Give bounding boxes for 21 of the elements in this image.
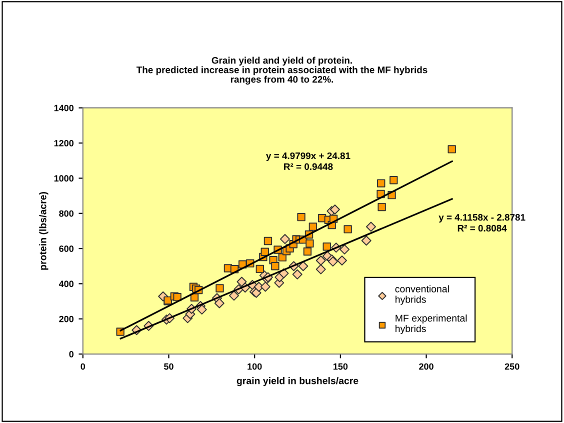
y-tick-label: 600 [59, 246, 74, 252]
x-tick-label: 250 [504, 363, 520, 370]
x-axis-title: grain yield in bushels/acre [236, 377, 358, 386]
legend-label: conventional hybrids [395, 285, 449, 305]
y-tick-label: 1400 [54, 104, 74, 112]
y-tick-label: 1200 [54, 140, 74, 146]
y-tick-label: 0 [69, 351, 74, 358]
x-tick-label: 200 [419, 363, 434, 370]
x-tick-label: 150 [333, 363, 348, 370]
x-tick-label: 50 [164, 363, 174, 370]
y-tick-label: 200 [59, 316, 74, 322]
x-tick-label: 100 [248, 363, 262, 370]
annotation: y = 4.1158x - 2.8781 R² = 0.8084 [438, 214, 526, 232]
legend-label: MF experimental hybrids [396, 314, 467, 334]
y-tick-label: 1000 [54, 175, 74, 182]
y-tick-label: 800 [59, 210, 74, 217]
y-axis-title: protein (lbs/acre) [39, 192, 48, 270]
x-tick-label: 0 [80, 363, 86, 370]
chart-title: Grain yield and yield of protein. The predicted increase in protein associated with the MF hybrids ranges from 40 to 22%. [136, 56, 428, 85]
y-tick-label: 400 [58, 280, 74, 288]
annotation: y = 4.9799x + 24.81 R² = 0.9448 [266, 152, 350, 170]
